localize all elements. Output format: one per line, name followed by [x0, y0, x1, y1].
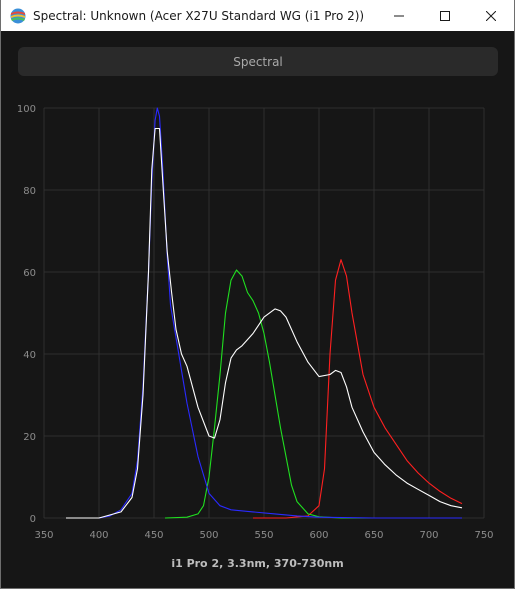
x-tick-label: 750: [474, 530, 493, 541]
title-bar[interactable]: Spectral: Unknown (Acer X27U Standard WG…: [1, 0, 514, 31]
x-tick-label: 600: [309, 530, 328, 541]
series-line-0: [253, 259, 463, 519]
minimize-icon: [394, 15, 404, 16]
x-tick-label: 400: [89, 530, 108, 541]
spectral-header-label: Spectral: [233, 54, 283, 69]
window-controls: [376, 0, 514, 31]
app-logo-icon: [10, 8, 26, 23]
spectral-header-button[interactable]: Spectral: [18, 47, 498, 76]
series-line-1: [164, 269, 462, 519]
maximize-button[interactable]: [422, 0, 468, 31]
close-icon: [486, 10, 496, 21]
series-line-2: [66, 107, 462, 519]
maximize-icon: [440, 10, 450, 21]
client-area: Spectral 350 400 450 500 550 600 650 700 750 0 20 4…: [1, 31, 514, 588]
series-line-3: [66, 127, 463, 519]
x-tick-label: 700: [419, 530, 438, 541]
y-tick-label: 100: [17, 104, 36, 115]
close-button[interactable]: [468, 0, 514, 31]
y-tick-label: 60: [23, 268, 36, 279]
y-tick-label: 80: [23, 186, 36, 197]
x-tick-label: 650: [364, 530, 383, 541]
window-title: Spectral: Unknown (Acer X27U Standard WG…: [33, 8, 365, 23]
minimize-button[interactable]: [376, 0, 422, 31]
y-tick-label: 0: [30, 514, 36, 525]
x-tick-label: 350: [34, 530, 53, 541]
x-tick-label: 550: [254, 530, 273, 541]
chart-caption: i1 Pro 2, 3.3nm, 370-730nm: [171, 557, 344, 570]
y-tick-label: 20: [23, 432, 36, 443]
x-tick-label: 450: [144, 530, 163, 541]
spectral-chart[interactable]: 350 400 450 500 550 600 650 700 750 0 20 40 60 80 100: [1, 31, 514, 551]
y-tick-label: 40: [23, 350, 36, 361]
x-tick-label: 500: [199, 530, 218, 541]
